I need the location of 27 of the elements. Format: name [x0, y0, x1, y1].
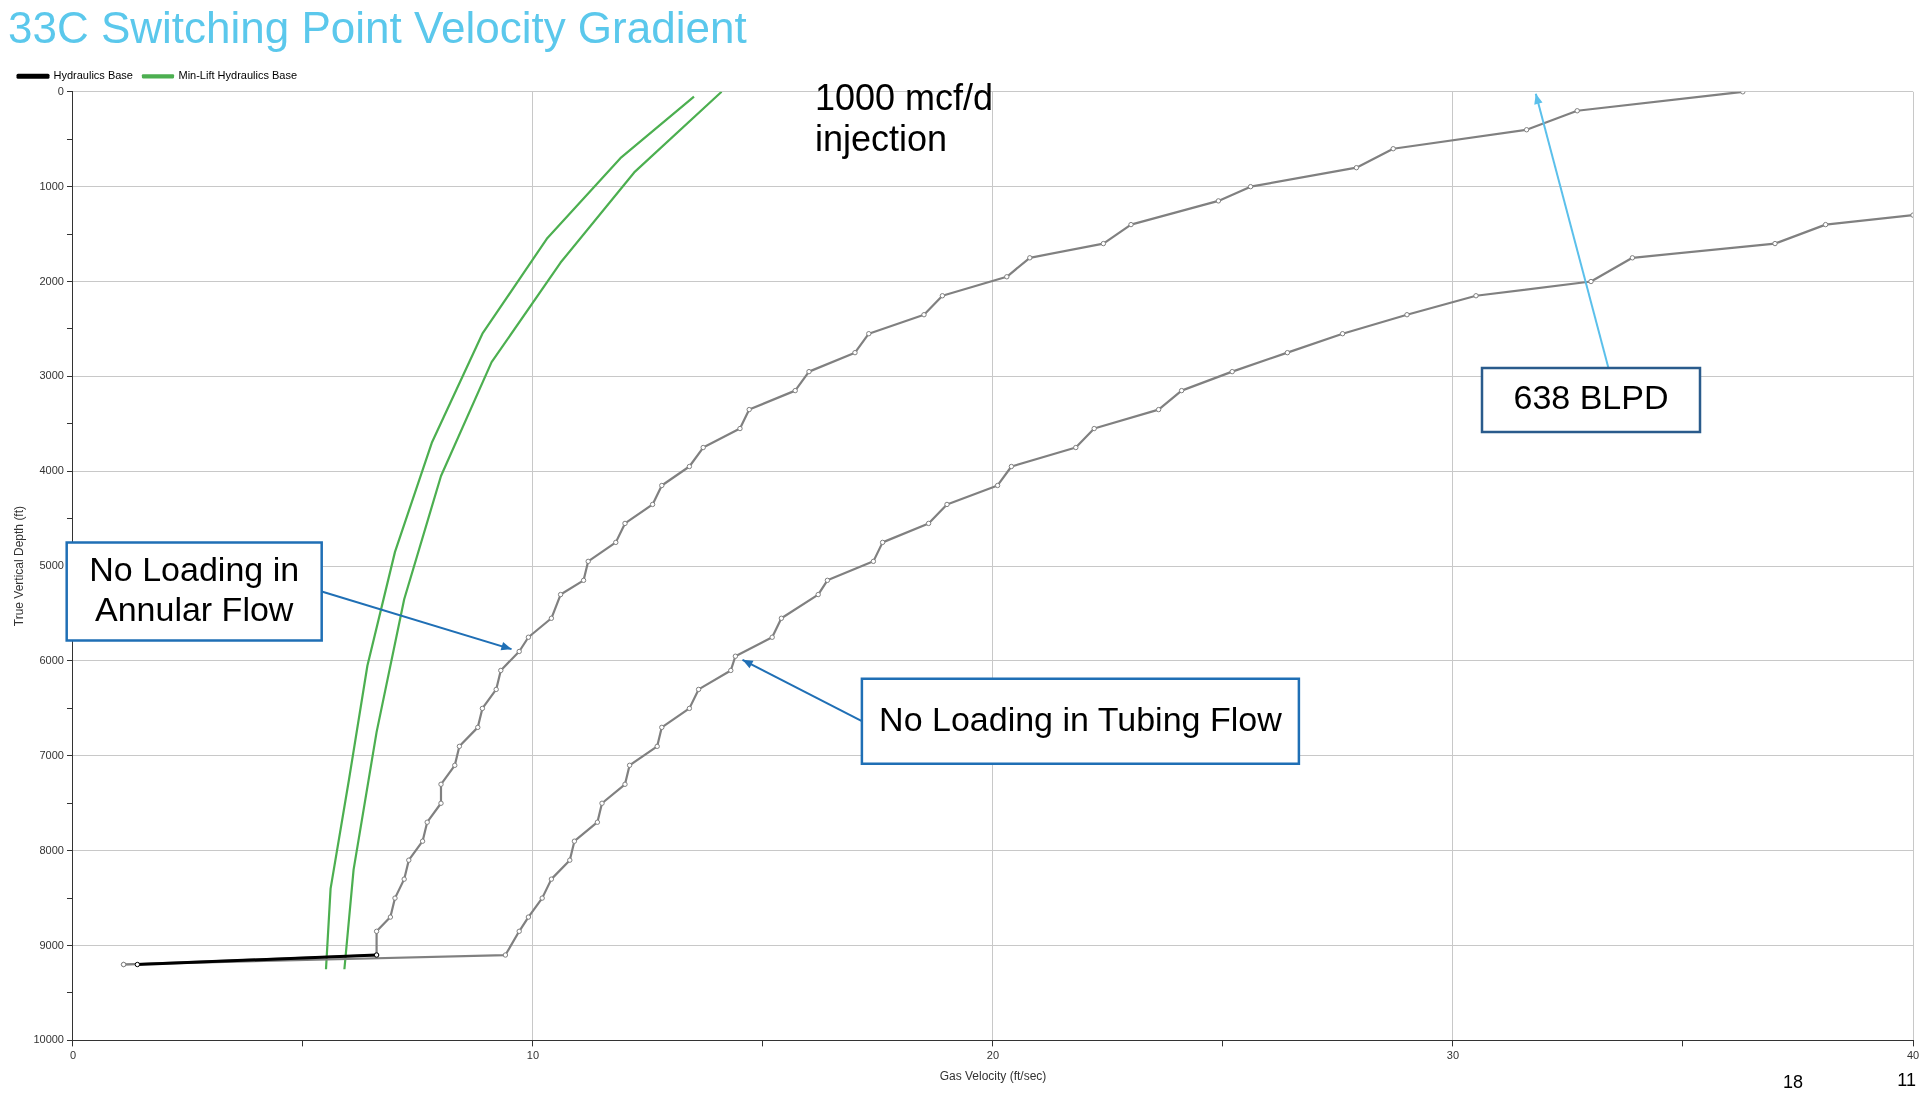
y-tick-label: 9000 — [39, 938, 64, 951]
x-tick-label: 0 — [69, 1049, 77, 1062]
text: 18 — [1782, 1072, 1804, 1092]
y-tick-label: 8000 — [39, 843, 64, 856]
x-axis-title: Gas Velocity (ft/sec) — [939, 1069, 1047, 1084]
legend-label: Min-Lift Hydraulics Base — [178, 69, 298, 82]
y-tick-label: 4000 — [39, 464, 64, 477]
text: 11 — [1897, 1070, 1916, 1090]
y-tick-label: 2000 — [39, 274, 64, 287]
y-tick-label: 10000 — [33, 1033, 64, 1046]
legend-label: Hydraulics Base — [53, 69, 133, 82]
y-axis-title: True Vertical Depth (ft) — [11, 505, 26, 627]
y-tick-label: 6000 — [39, 653, 64, 666]
x-tick-label: 40 — [1906, 1049, 1920, 1062]
annotation: 1000 mcf/d injection — [815, 77, 994, 160]
chart-title: 33C Switching Point Velocity Gradient — [8, 2, 747, 52]
annotation: No Loading in Annular Flow — [89, 549, 300, 628]
annotation: No Loading in Tubing Flow — [879, 699, 1283, 738]
x-tick-label: 30 — [1446, 1049, 1460, 1062]
y-tick-label: 1000 — [39, 179, 64, 192]
y-tick-label: 0 — [57, 84, 64, 97]
annotation: 638 BLPD — [1513, 378, 1669, 417]
y-tick-label: 3000 — [39, 369, 64, 382]
x-tick-label: 10 — [526, 1049, 540, 1062]
y-tick-label: 5000 — [39, 559, 64, 572]
x-tick-label: 20 — [986, 1049, 1000, 1062]
y-tick-label: 7000 — [39, 748, 64, 761]
